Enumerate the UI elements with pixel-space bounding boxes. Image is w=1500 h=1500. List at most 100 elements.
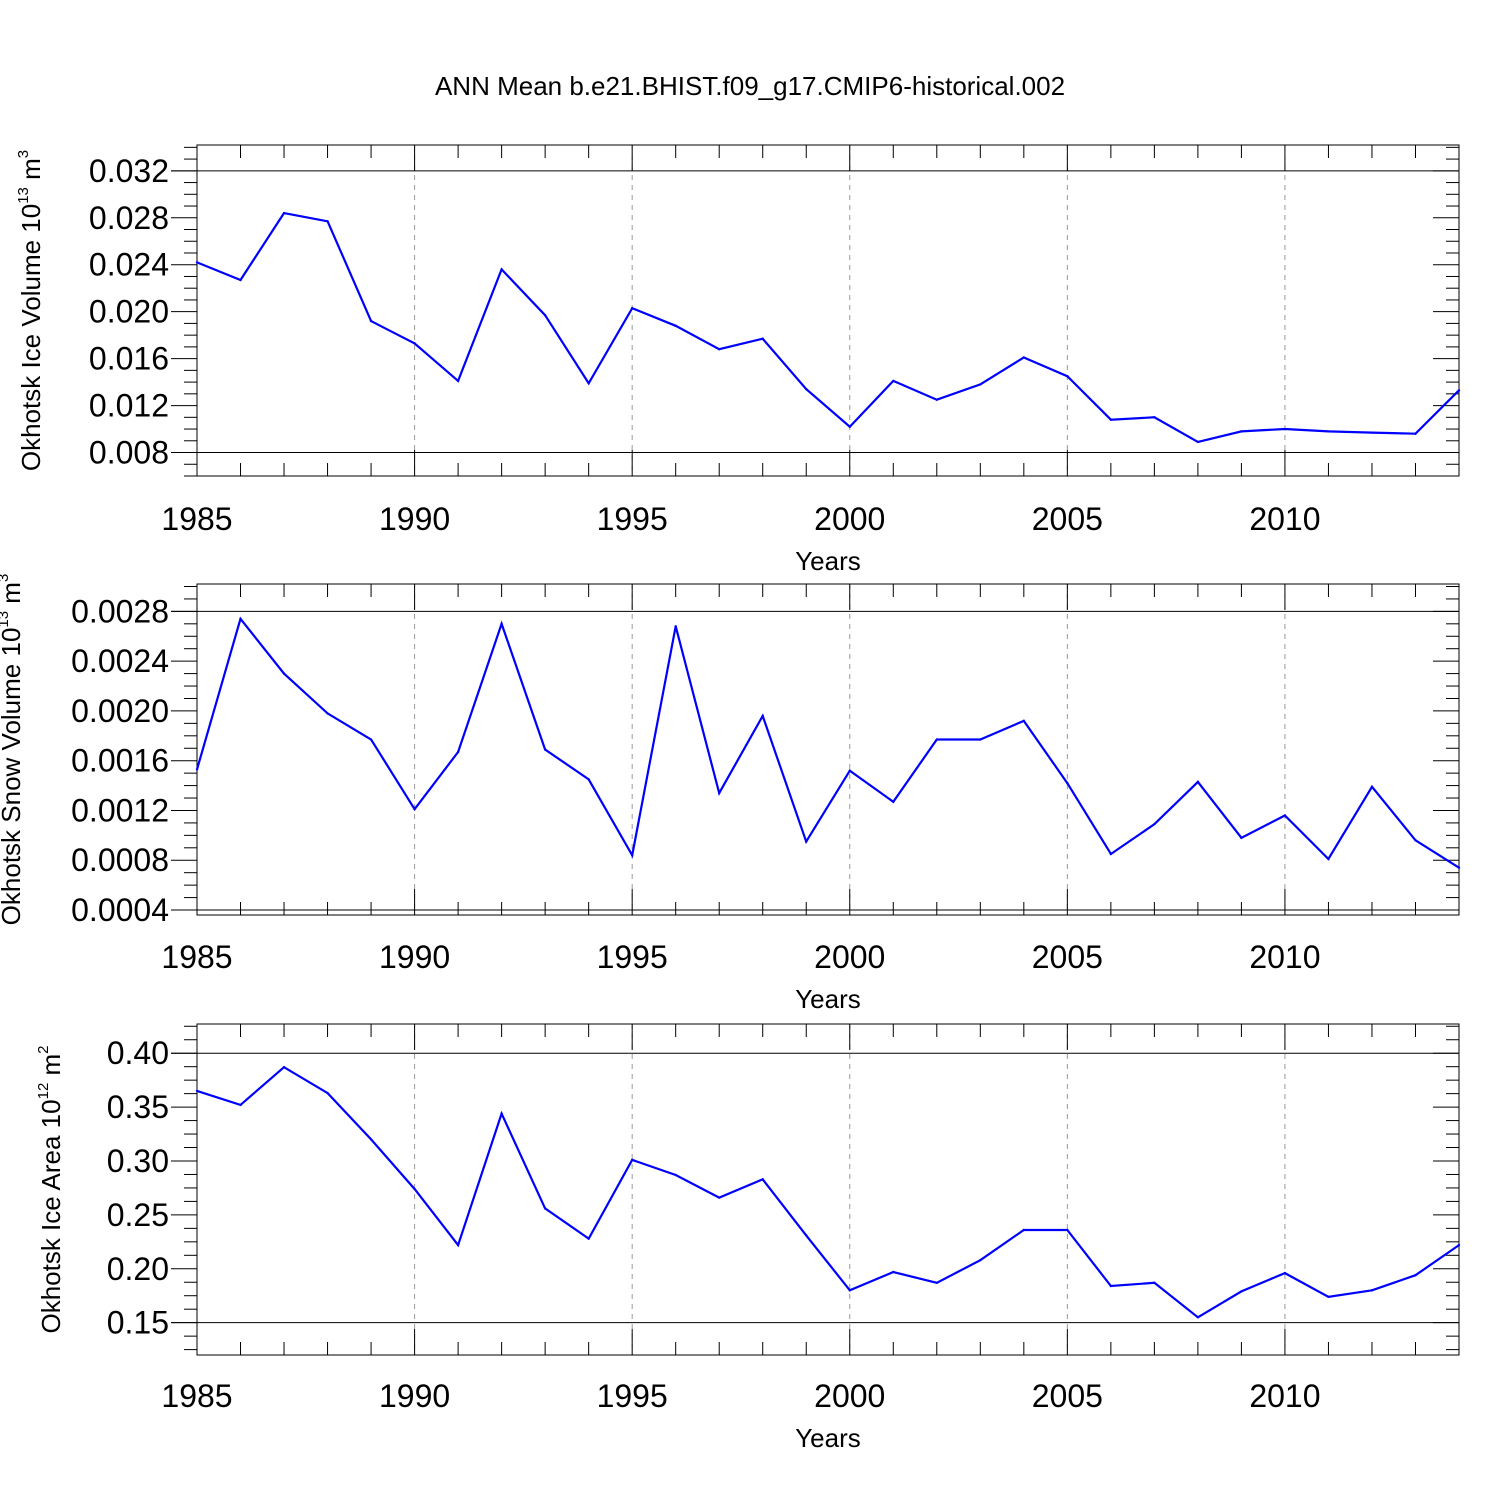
data-point: [1196, 1316, 1200, 1319]
data-point: [761, 1178, 764, 1181]
x-tick-label: 1990: [379, 1378, 450, 1414]
y-tick-label: 0.0012: [71, 792, 169, 828]
data-point: [195, 261, 199, 264]
data-point: [1022, 356, 1026, 359]
data-point: [1066, 375, 1069, 378]
data-point: [413, 808, 416, 811]
y-tick-label: 0.008: [89, 435, 169, 471]
data-point: [195, 768, 199, 771]
data-point: [1196, 780, 1200, 784]
data-point: [718, 1196, 721, 1199]
data-point: [674, 625, 677, 628]
data-point: [500, 1112, 503, 1115]
data-point: [195, 1089, 199, 1093]
data-point: [326, 1091, 329, 1095]
data-point: [239, 1103, 242, 1107]
panel-3: 0.15 0.20 0.25 0.30 0.35 0.40 1985 1990 1995 2000…: [35, 1023, 1461, 1453]
data-point: [1457, 389, 1461, 392]
data-point: [935, 1281, 938, 1284]
y-tick-label: 0.020: [89, 294, 169, 330]
x-axis-title: Years: [795, 1423, 861, 1453]
data-point: [1240, 430, 1243, 433]
y-tick-label: 0.028: [89, 200, 169, 236]
y-axis-title: Okhotsk Snow Volume 1013 m3: [0, 574, 26, 926]
series-line: [196, 1065, 1460, 1319]
data-point: [1022, 1228, 1026, 1232]
x-tick-label: 2005: [1032, 1378, 1103, 1414]
data-point: [1414, 432, 1417, 435]
data-point: [935, 738, 938, 741]
data-point: [587, 778, 590, 781]
x-tick-label: 2000: [814, 1378, 885, 1414]
data-point: [543, 1207, 547, 1210]
chart-title: ANN Mean b.e21.BHIST.f09_g17.CMIP6-histo…: [435, 71, 1065, 101]
x-tick-label: 1995: [597, 501, 668, 537]
data-point: [500, 622, 503, 626]
data-point: [282, 211, 286, 215]
data-point: [1022, 719, 1026, 723]
data-point: [1414, 1274, 1417, 1277]
y-axis-title: Okhotsk Ice Area 1012 m2: [35, 1045, 66, 1333]
series-line: [196, 211, 1460, 444]
x-tick-label: 1990: [379, 501, 450, 537]
x-tick-label: 2010: [1249, 939, 1320, 975]
data-point: [587, 1237, 590, 1240]
y-tick-label: 0.0008: [71, 842, 169, 878]
data-point: [413, 342, 416, 345]
data-point: [543, 748, 547, 751]
data-point: [630, 854, 634, 857]
data-point: [805, 1234, 808, 1237]
y-tick-label: 0.15: [107, 1305, 169, 1341]
y-tick-label: 0.0024: [71, 643, 169, 679]
data-point: [1283, 427, 1287, 431]
data-point: [1414, 839, 1417, 842]
data-point: [979, 1258, 982, 1262]
data-point: [1457, 1243, 1461, 1247]
data-point: [1240, 1290, 1243, 1293]
data-point: [1109, 852, 1113, 856]
data-point: [892, 1270, 895, 1274]
data-point: [761, 337, 764, 340]
data-point: [1327, 430, 1330, 433]
panel-1: 0.008 0.012 0.016 0.020 0.024 0.028 0.032 1985 1…: [15, 144, 1461, 576]
x-tick-label: 1990: [379, 939, 450, 975]
plot-frame: [196, 583, 1460, 916]
x-tick-label: 2005: [1032, 939, 1103, 975]
data-point: [500, 268, 503, 271]
data-point: [369, 1138, 373, 1141]
x-tick-label: 2000: [814, 939, 885, 975]
x-tick-label: 1985: [161, 501, 232, 537]
y-tick-label: 0.032: [89, 153, 169, 189]
y-tick-label: 0.40: [107, 1035, 169, 1071]
data-point: [1153, 416, 1156, 419]
data-point: [848, 769, 851, 772]
data-point: [413, 1187, 416, 1191]
data-point: [1327, 857, 1330, 861]
y-tick-label: 0.0020: [71, 693, 169, 729]
x-axis-title: Years: [795, 984, 861, 1014]
data-point: [674, 1173, 677, 1177]
x-tick-label: 2010: [1249, 1378, 1320, 1414]
data-point: [1283, 1271, 1287, 1275]
data-point: [1283, 814, 1287, 817]
data-point: [630, 306, 634, 310]
data-point: [1240, 836, 1243, 840]
data-point: [979, 738, 982, 741]
data-point: [543, 313, 547, 317]
data-point: [282, 672, 286, 675]
data-point: [239, 617, 242, 621]
data-point: [1370, 1289, 1374, 1292]
data-point: [282, 1066, 286, 1069]
data-point: [456, 750, 460, 754]
plot-frame: [196, 1023, 1460, 1356]
data-point: [761, 714, 764, 718]
x-tick-label: 1985: [161, 939, 232, 975]
y-tick-label: 0.0016: [71, 743, 169, 779]
x-tick-label: 1995: [597, 939, 668, 975]
data-point: [1370, 431, 1374, 434]
data-point: [935, 398, 938, 401]
data-point: [369, 319, 373, 323]
x-axis-title: Years: [795, 546, 861, 576]
y-tick-label: 0.012: [89, 388, 169, 424]
